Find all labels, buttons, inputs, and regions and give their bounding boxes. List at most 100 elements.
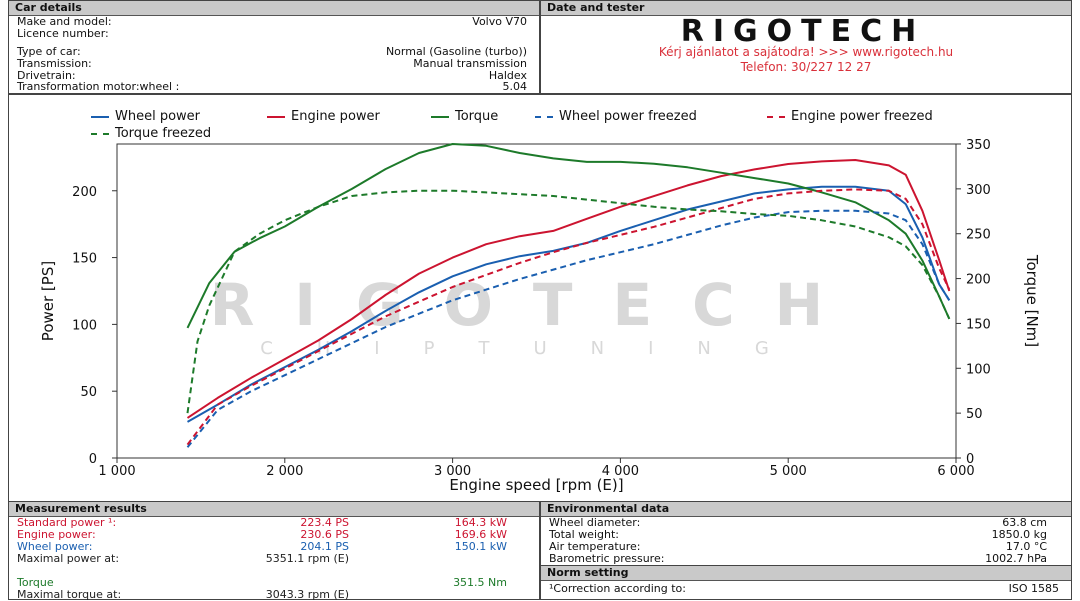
car-label-licence: Licence number: <box>17 27 109 40</box>
environment-header: Environmental data <box>541 502 1071 517</box>
y-right-tick-label: 150 <box>966 317 991 332</box>
car-label-drivetrain: Drivetrain: <box>17 69 76 82</box>
x-tick-label: 3 000 <box>434 464 471 479</box>
measurement-value-primary: 230.6 PS <box>300 528 349 541</box>
env-label-wheel-diameter: Wheel diameter: <box>549 516 641 529</box>
environment-panel: Environmental data Wheel diameter: 63.8 … <box>540 501 1072 566</box>
legend-item-engine-power: Engine power <box>267 110 380 124</box>
legend-item-torque-freezed: Torque freezed <box>91 127 211 141</box>
car-label-make: Make and model: <box>17 15 112 28</box>
env-label-total-weight: Total weight: <box>549 528 619 541</box>
measurement-value-primary: 3043.3 rpm (E) <box>265 588 349 601</box>
x-tick-label: 5 000 <box>770 464 807 479</box>
series-line-engine-power-freezed <box>186 188 951 446</box>
y-left-tick-label: 150 <box>72 252 97 267</box>
y-right-tick-label: 300 <box>966 183 991 198</box>
series-line-wheel-power-freezed <box>186 209 951 448</box>
plot-frame <box>116 143 957 459</box>
y-left-axis-label: Power [PS] <box>39 261 57 341</box>
measurement-value-secondary: 169.6 kW <box>454 528 507 541</box>
y-right-tick-label: 200 <box>966 273 991 288</box>
legend-label: Wheel power <box>115 109 201 124</box>
chart-panel: Wheel power Engine power Torque Wheel po… <box>8 94 1072 502</box>
car-value-ratio: 5.04 <box>502 80 528 93</box>
y-right-axis-label: Torque [Nm] <box>1023 254 1041 347</box>
measurement-panel: Measurement results Standard power ¹: 223… <box>8 501 540 601</box>
logo-text: RIGOTECH <box>603 15 1003 49</box>
measurement-label: Maximal torque at: <box>17 588 122 601</box>
y-right-tick-label: 100 <box>966 362 991 377</box>
car-value-drivetrain: Haldex <box>488 69 527 82</box>
env-value-air-temperature: 17.0 °C <box>1005 540 1047 553</box>
norm-value: ISO 1585 <box>1008 582 1059 595</box>
y-right-tick-label: 50 <box>966 407 983 422</box>
norm-header: Norm setting <box>541 566 1071 581</box>
measurement-value-primary: 204.1 PS <box>300 540 349 553</box>
y-left-tick-label: 0 <box>89 452 97 467</box>
legend-swatch <box>91 116 109 118</box>
logo-wordmark: RIGOTECH <box>680 14 926 49</box>
watermark-main: RIGOTECH <box>210 271 863 339</box>
norm-label: ¹Correction according to: <box>549 582 686 595</box>
legend-label: Engine power <box>291 109 380 124</box>
y-right-tick-label: 350 <box>966 138 991 153</box>
measurement-value-secondary: 351.5 Nm <box>453 576 507 589</box>
x-tick-label: 1 000 <box>98 464 135 479</box>
norm-panel: Norm setting ¹Correction according to: I… <box>540 565 1072 600</box>
env-value-barometric-pressure: 1002.7 hPa <box>985 552 1047 565</box>
series-line-wheel-power <box>187 185 951 423</box>
legend-label: Wheel power freezed <box>559 109 697 124</box>
legend-label: Torque freezed <box>115 126 212 141</box>
legend-label: Engine power freezed <box>791 109 933 124</box>
legend-swatch <box>267 116 285 118</box>
y-left-tick-label: 50 <box>80 385 97 400</box>
car-value-transmission: Manual transmission <box>413 57 527 70</box>
measurement-value-primary: 223.4 PS <box>300 516 349 529</box>
y-right-tick-label: 0 <box>966 452 974 467</box>
legend-item-wheel-power: Wheel power <box>91 110 200 124</box>
measurement-value-secondary: 164.3 kW <box>454 516 507 529</box>
measurement-header: Measurement results <box>9 502 539 517</box>
car-label-transmission: Transmission: <box>17 57 92 70</box>
car-label-ratio: Transformation motor:wheel : <box>17 80 180 93</box>
env-label-air-temperature: Air temperature: <box>549 540 641 553</box>
env-value-total-weight: 1850.0 kg <box>991 528 1047 541</box>
y-right-tick-label: 250 <box>966 228 991 243</box>
measurement-value-secondary: 150.1 kW <box>454 540 507 553</box>
measurement-label: Maximal power at: <box>17 552 120 565</box>
legend-item-engine-power-freezed: Engine power freezed <box>767 110 933 124</box>
car-details-header: Car details <box>9 1 539 16</box>
y-left-tick-label: 100 <box>72 318 97 333</box>
x-tick-label: 4 000 <box>602 464 639 479</box>
env-label-barometric-pressure: Barometric pressure: <box>549 552 665 565</box>
legend-swatch <box>431 116 449 118</box>
x-tick-label: 6 000 <box>937 464 974 479</box>
legend-swatch <box>91 133 109 135</box>
measurement-label: Torque <box>17 576 54 589</box>
tester-panel: Date and tester RIGOTECH Kérj ajánlatot … <box>540 0 1072 94</box>
tester-line2: Telefon: 30/227 12 27 <box>740 60 872 74</box>
tester-header: Date and tester <box>541 1 1071 16</box>
series-line-torque <box>186 143 951 329</box>
env-value-wheel-diameter: 63.8 cm <box>1002 516 1047 529</box>
measurement-label: Standard power ¹: <box>17 516 117 529</box>
measurement-value-primary: 5351.1 rpm (E) <box>265 552 349 565</box>
legend-label: Torque <box>455 109 499 124</box>
watermark-sub: CHIPTUNING <box>260 338 813 359</box>
car-value-type: Normal (Gasoline (turbo)) <box>385 45 527 58</box>
legend-item-wheel-power-freezed: Wheel power freezed <box>535 110 697 124</box>
measurement-label: Wheel power: <box>17 540 93 553</box>
legend-item-torque: Torque <box>431 110 498 124</box>
series-line-engine-power <box>186 159 951 419</box>
series-line-torque-freezed <box>186 189 951 414</box>
legend-swatch <box>535 116 553 118</box>
x-tick-label: 2 000 <box>266 464 303 479</box>
car-details-panel: Car details Make and model: Volvo V70 Li… <box>8 0 540 94</box>
car-label-type: Type of car: <box>17 45 81 58</box>
y-left-tick-label: 200 <box>72 185 97 200</box>
car-value-make: Volvo V70 <box>472 15 527 28</box>
tester-line1: Kérj ajánlatot a sajátodra! >>> www.rigo… <box>658 45 954 59</box>
legend-swatch <box>767 116 785 118</box>
measurement-label: Engine power: <box>17 528 96 541</box>
